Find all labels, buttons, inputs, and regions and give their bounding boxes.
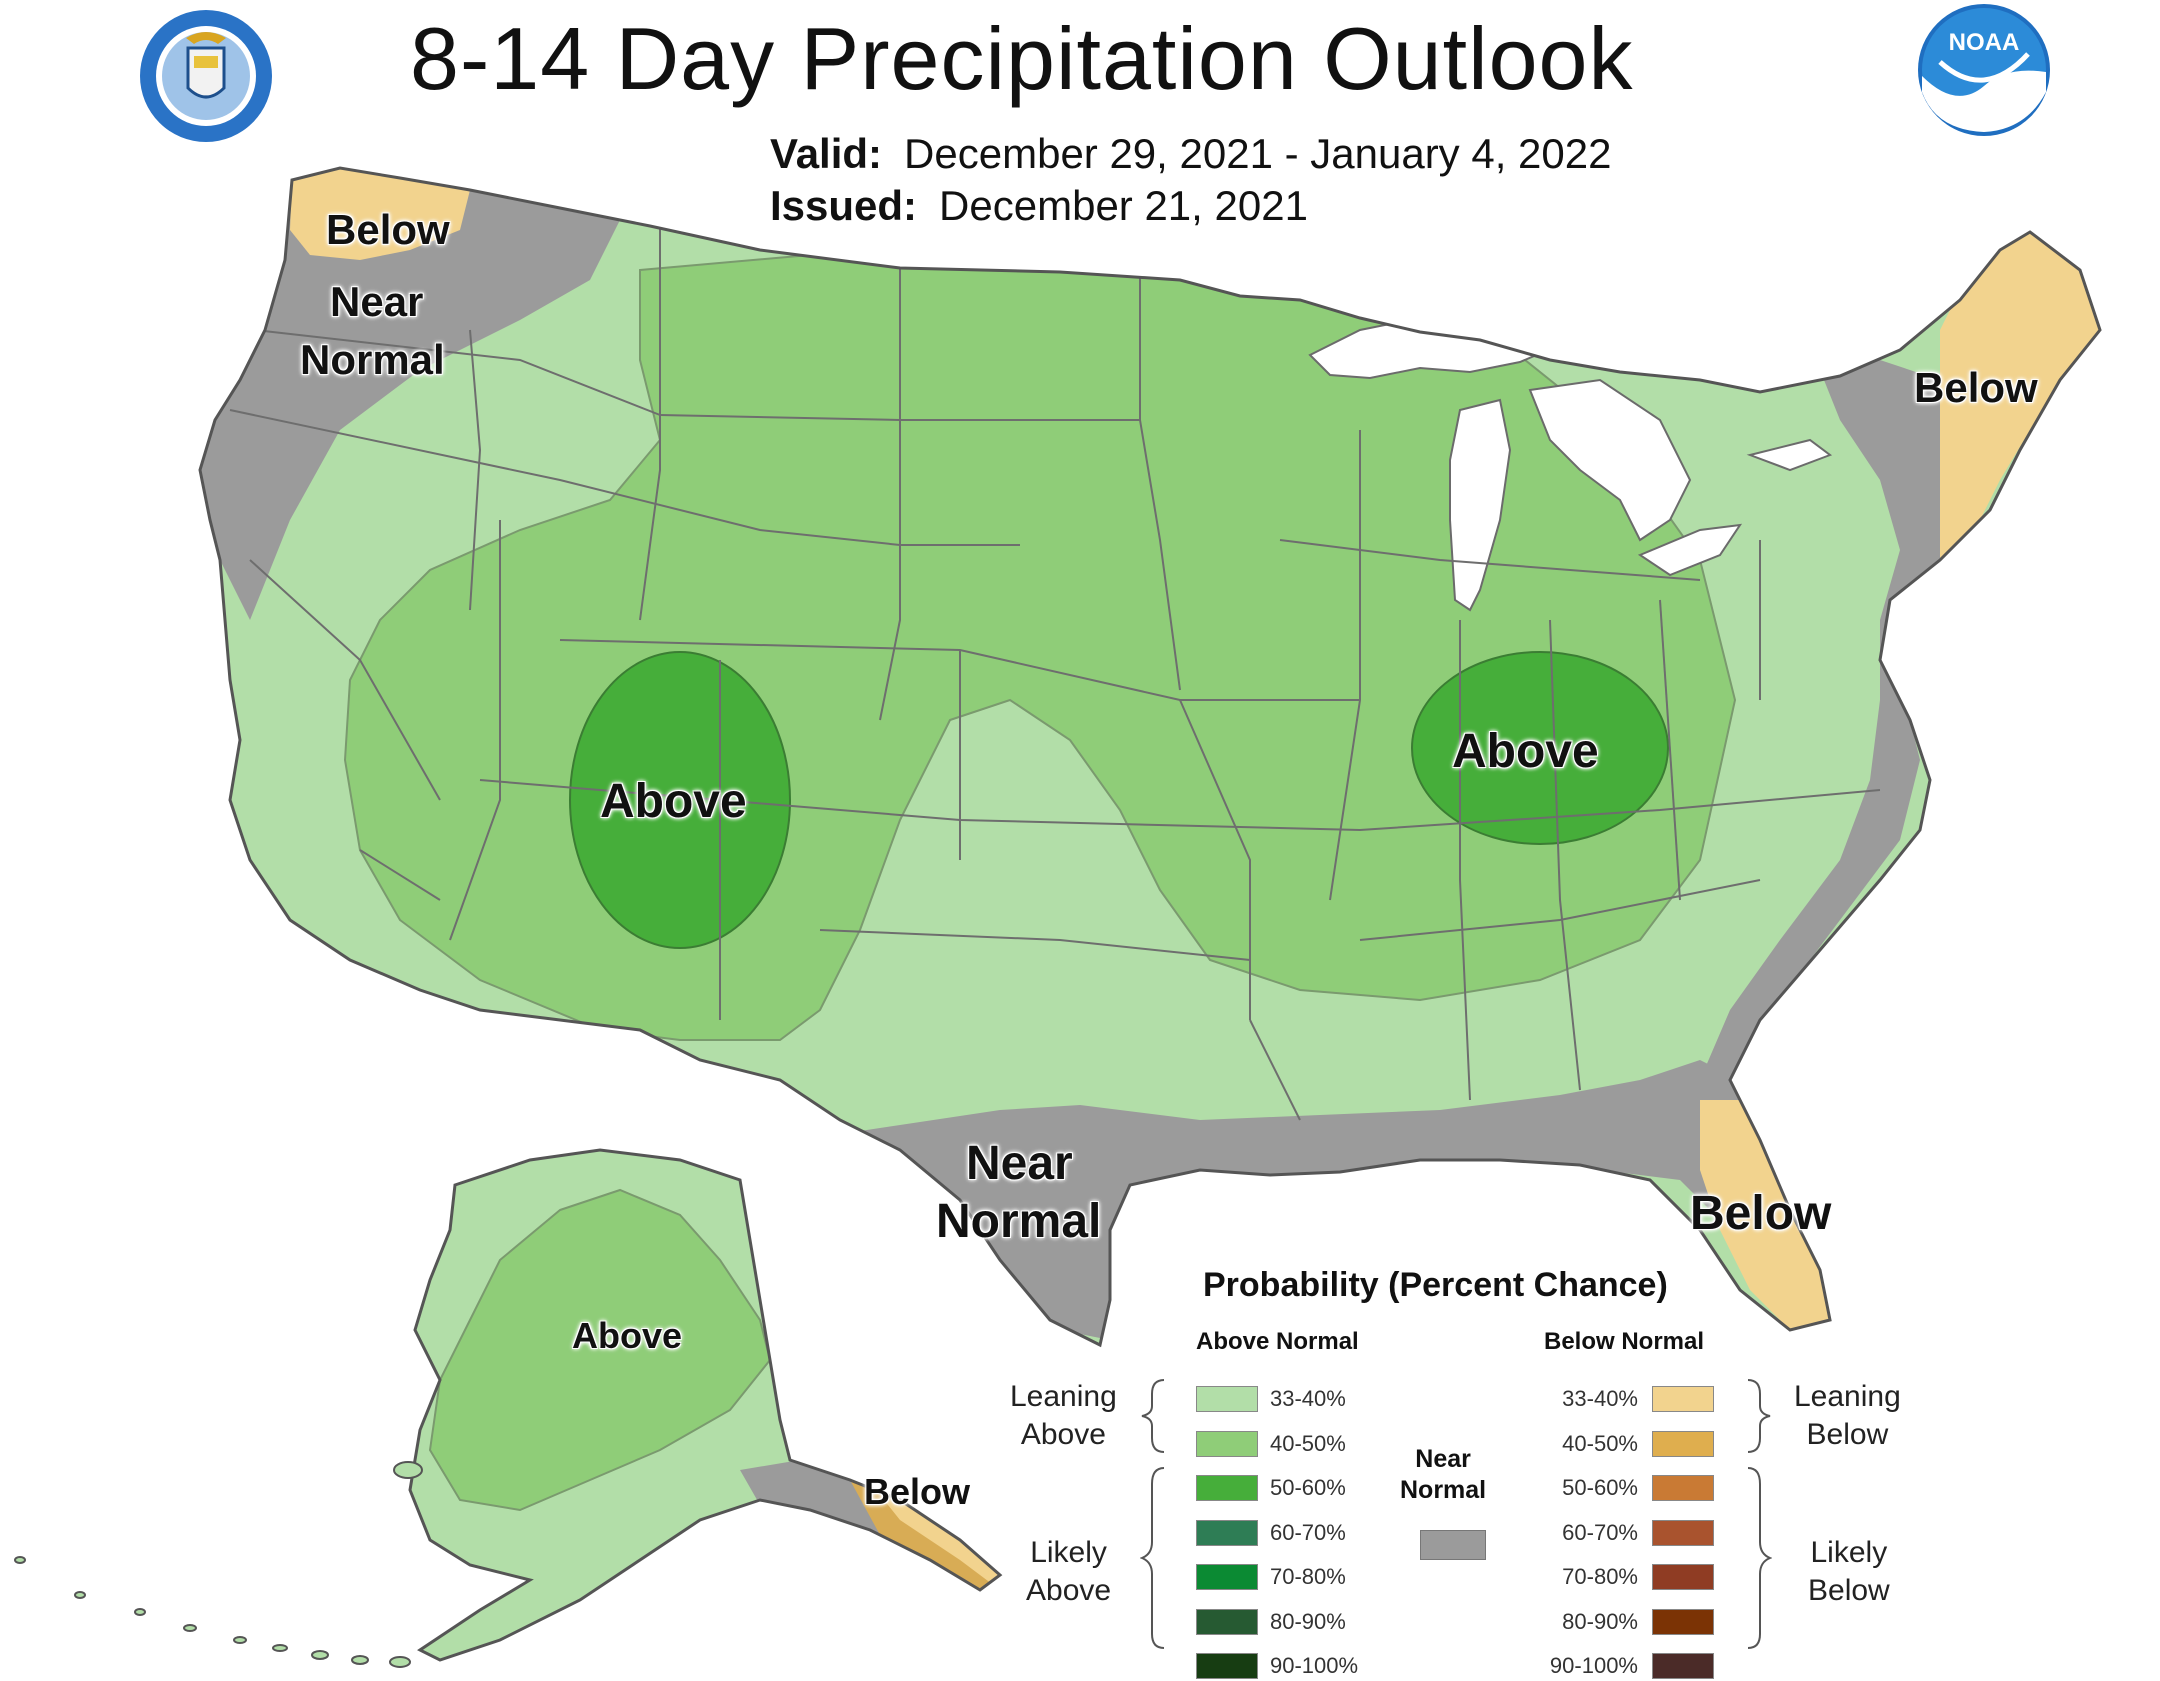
legend-likely-above-label: Likely Above bbox=[1026, 1536, 1112, 1607]
department-of-commerce-seal bbox=[138, 8, 274, 144]
map-label-alaska-above: Above bbox=[572, 1315, 683, 1356]
legend-above-row: 90-100% bbox=[1196, 1651, 1358, 1681]
noaa-logo: NOAA bbox=[1916, 2, 2052, 138]
legend-swatch bbox=[1196, 1608, 1258, 1635]
legend-range-label: 70-80% bbox=[1270, 1564, 1346, 1589]
legend-swatch bbox=[1196, 1386, 1258, 1412]
legend-range-label: 80-90% bbox=[1270, 1608, 1346, 1634]
legend-range-label: 33-40% bbox=[1270, 1386, 1346, 1411]
map-label-nw-normal: Normal bbox=[300, 336, 445, 383]
map-label-ohio-valley-above: Above bbox=[1452, 725, 1599, 778]
issued-date: December 21, 2021 bbox=[939, 182, 1308, 229]
legend-near-normal-label: Near Normal bbox=[1400, 1445, 1487, 1504]
map-label-southwest-above: Above bbox=[600, 775, 747, 828]
legend-above-row: 60-70% bbox=[1196, 1518, 1346, 1548]
legend-above-row: 33-40% bbox=[1196, 1384, 1346, 1414]
map-label-texas-normal: Normal bbox=[936, 1195, 1102, 1248]
legend-swatch bbox=[1652, 1430, 1714, 1457]
valid-date-range: December 29, 2021 - January 4, 2022 bbox=[904, 130, 1612, 177]
valid-label: Valid: bbox=[770, 130, 883, 177]
legend-range-label: 33-40% bbox=[1562, 1386, 1638, 1411]
legend-above-row: 50-60% bbox=[1196, 1473, 1346, 1503]
legend-title: Probability (Percent Chance) bbox=[1203, 1266, 1668, 1304]
legend-below-row: 50-60% bbox=[1548, 1473, 1714, 1503]
legend-range-label: 60-70% bbox=[1270, 1519, 1346, 1545]
page-title: 8-14 Day Precipitation Outlook bbox=[410, 9, 1634, 108]
legend-below-row: 70-80% bbox=[1548, 1562, 1714, 1592]
legend-below-row: 60-70% bbox=[1548, 1518, 1714, 1548]
issued-label: Issued: bbox=[770, 182, 918, 229]
legend-above-row: 80-90% bbox=[1196, 1607, 1346, 1637]
map-label-florida-below: Below bbox=[1690, 1187, 1832, 1240]
legend-leaning-above-label: Leaning Above bbox=[1010, 1380, 1117, 1451]
legend-above-braces bbox=[1140, 1379, 1165, 1649]
legend-above-normal-header: Above Normal bbox=[1196, 1328, 1359, 1355]
noaa-logo-text: NOAA bbox=[1949, 29, 2020, 56]
legend-swatch bbox=[1652, 1564, 1714, 1590]
legend-range-label: 40-50% bbox=[1270, 1430, 1346, 1456]
legend-range-label: 90-100% bbox=[1270, 1653, 1359, 1678]
map-label-alaska-below: Below bbox=[864, 1471, 971, 1512]
legend-range-label: 80-90% bbox=[1562, 1608, 1638, 1634]
legend-range-label: 60-70% bbox=[1562, 1519, 1638, 1545]
map-label-nw-below: Below bbox=[326, 206, 450, 253]
issued-line: Issued: December 21, 2021 bbox=[770, 182, 1308, 230]
legend-swatch bbox=[1652, 1475, 1714, 1501]
legend-swatch bbox=[1196, 1430, 1258, 1457]
legend-below-row: 90-100% bbox=[1548, 1651, 1714, 1681]
map-label-ne-below: Below bbox=[1914, 364, 2038, 411]
legend-swatch bbox=[1652, 1608, 1714, 1635]
legend-leaning-below-label: Leaning Below bbox=[1794, 1380, 1901, 1451]
legend-swatch bbox=[1652, 1519, 1714, 1546]
legend-swatch bbox=[1652, 1653, 1714, 1679]
legend-below-braces bbox=[1747, 1379, 1772, 1649]
legend-likely-below-label: Likely Below bbox=[1808, 1536, 1890, 1607]
map-label-nw-near: Near bbox=[330, 278, 424, 325]
legend-range-label: 90-100% bbox=[1549, 1653, 1638, 1678]
legend-above-row: 70-80% bbox=[1196, 1562, 1346, 1592]
valid-line: Valid: December 29, 2021 - January 4, 202… bbox=[770, 130, 1611, 178]
legend-range-label: 50-60% bbox=[1270, 1475, 1346, 1500]
legend-range-label: 40-50% bbox=[1562, 1430, 1638, 1456]
legend-below-row: 40-50% bbox=[1548, 1429, 1714, 1459]
legend-swatch bbox=[1196, 1564, 1258, 1590]
legend-below-normal-header: Below Normal bbox=[1544, 1328, 1705, 1355]
legend-range-label: 50-60% bbox=[1562, 1475, 1638, 1500]
legend-range-label: 70-80% bbox=[1562, 1564, 1638, 1589]
legend-below-row: 33-40% bbox=[1548, 1384, 1714, 1414]
legend-near-normal-swatch bbox=[1420, 1530, 1486, 1560]
legend-swatch bbox=[1652, 1386, 1714, 1412]
legend-below-row: 80-90% bbox=[1548, 1607, 1714, 1637]
legend-swatch bbox=[1196, 1475, 1258, 1501]
legend-above-row: 40-50% bbox=[1196, 1429, 1346, 1459]
legend-swatch bbox=[1196, 1519, 1258, 1546]
map-label-texas-near: Near bbox=[966, 1137, 1073, 1190]
legend-swatch bbox=[1196, 1653, 1258, 1679]
